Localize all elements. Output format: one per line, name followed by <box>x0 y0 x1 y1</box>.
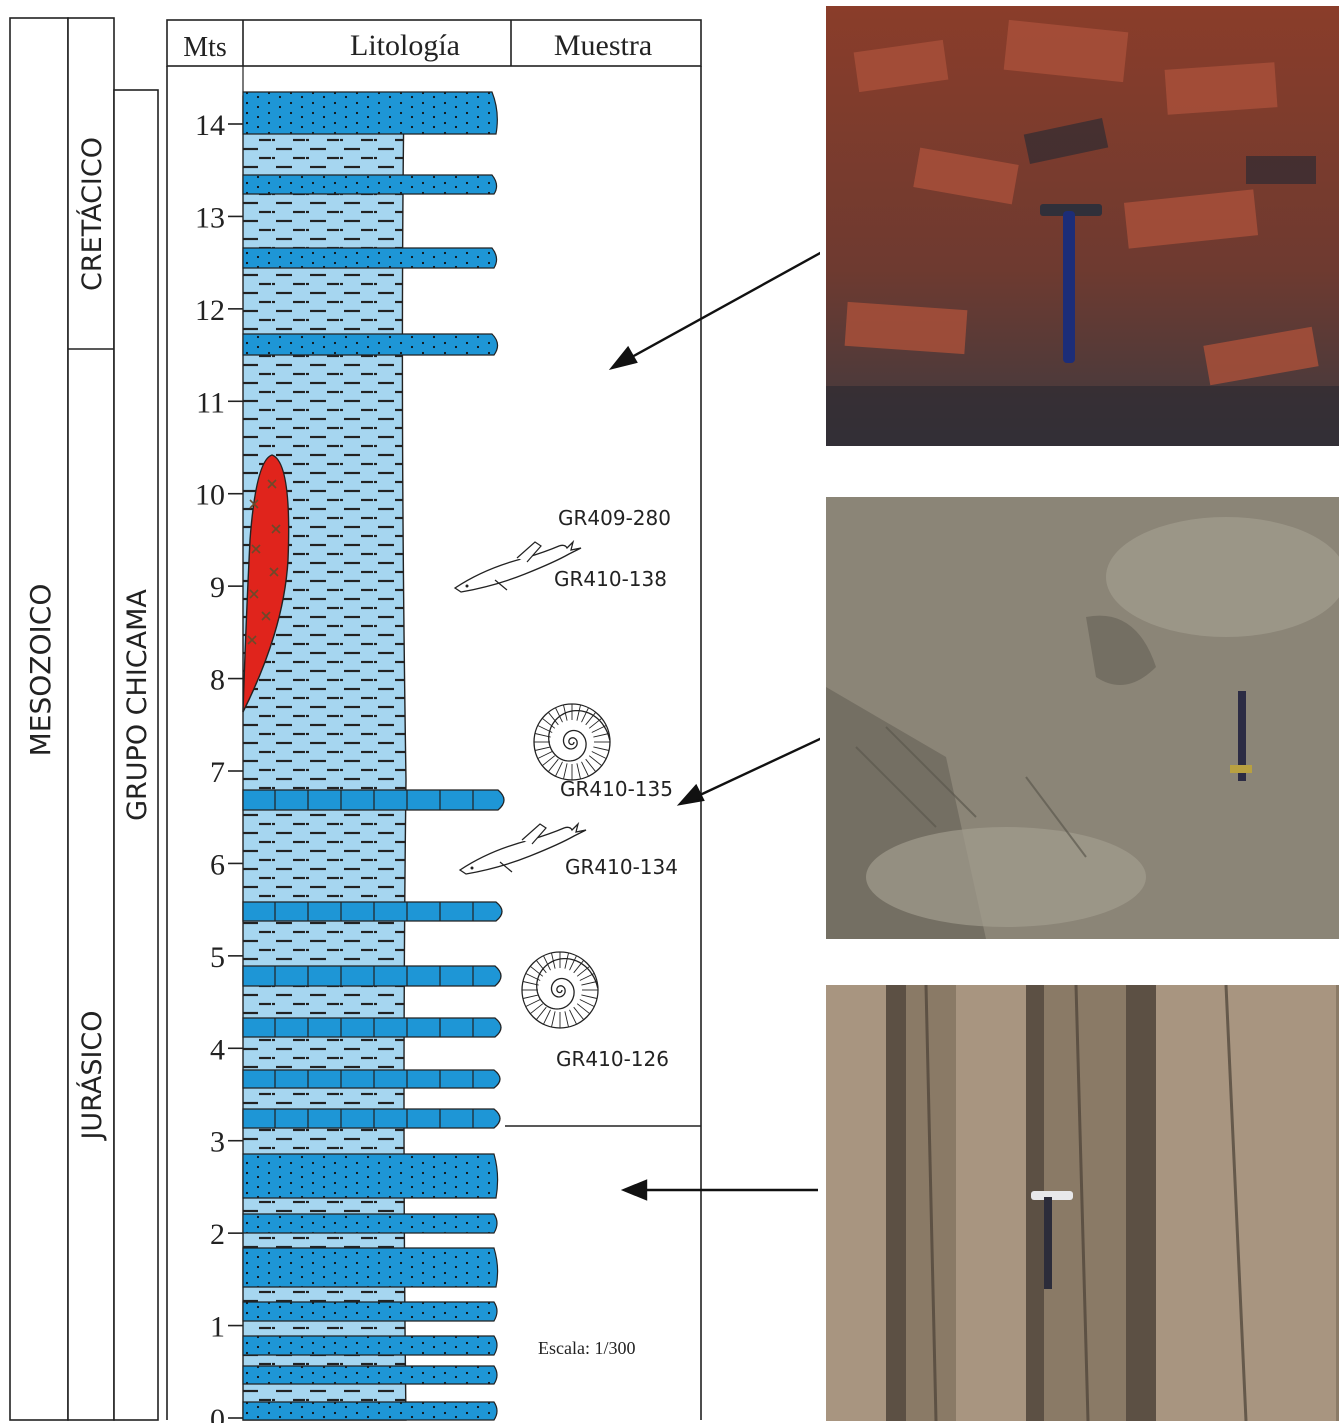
depth-tick-label: 6 <box>210 848 225 881</box>
sample-label: GR410-134 <box>565 855 678 879</box>
ammonite-fossil-icon <box>533 703 611 781</box>
sandstone-beds <box>242 91 499 1421</box>
outcrop-photo-top <box>826 6 1339 446</box>
column-frame <box>166 66 702 1420</box>
sandstone-bed <box>242 1335 498 1356</box>
depth-tick-label: 12 <box>195 294 225 327</box>
header-lithology: Litología <box>350 29 460 62</box>
depth-tick-label: 8 <box>210 664 225 697</box>
sample-label: GR410-126 <box>556 1047 669 1071</box>
sandstone-bed <box>242 1247 499 1288</box>
group-column: GRUPO CHICAMA <box>113 89 159 1421</box>
depth-tick-label: 3 <box>210 1126 225 1159</box>
period-label-cretaceous: CRETÁCICO <box>76 137 108 291</box>
outcrop-photo-bottom <box>826 985 1339 1421</box>
period-column: CRETÁCICO JURÁSICO <box>67 17 115 1421</box>
scale-label: Escala: 1/300 <box>538 1338 635 1358</box>
igneous-intrusion <box>242 454 290 713</box>
sandstone-bed <box>242 1401 498 1421</box>
depth-tick-label: 10 <box>195 479 225 512</box>
header-depth: Mts <box>183 32 227 63</box>
table-header: Mts Litología Muestra <box>166 19 702 67</box>
sample-label: GR410-135 <box>560 777 673 801</box>
sandstone-bed <box>242 247 498 269</box>
depth-tick-label: 14 <box>195 109 225 142</box>
depth-tick-label: 13 <box>195 201 225 234</box>
sandstone-bed <box>242 333 499 356</box>
sandstone-bed <box>242 91 498 135</box>
sandstone-bed <box>242 1301 498 1322</box>
era-label: MESOZOICO <box>24 584 57 757</box>
limestone-bed <box>242 1069 501 1089</box>
depth-tick-label: 9 <box>210 571 225 604</box>
era-column: MESOZOICO <box>9 17 69 1421</box>
sandstone-bed <box>242 1153 499 1199</box>
depth-tick-label: 7 <box>210 756 225 789</box>
limestone-bed <box>242 965 502 987</box>
sample-label: GR409-280 <box>558 506 671 530</box>
fish-fossil-icon <box>458 821 587 875</box>
limestone-beds <box>242 789 505 1129</box>
header-sample: Muestra <box>554 29 652 62</box>
sandstone-bed <box>242 174 498 195</box>
depth-tick-label: 2 <box>210 1218 225 1251</box>
ammonite-fossil-icon <box>521 951 599 1029</box>
period-label-jurassic: JURÁSICO <box>76 1010 108 1141</box>
limestone-bed <box>242 901 503 922</box>
hammer-icon <box>1040 204 1102 363</box>
sample-label: GR410-138 <box>554 567 667 591</box>
group-label: GRUPO CHICAMA <box>122 589 153 821</box>
limestone-bed <box>242 789 505 811</box>
sandstone-bed <box>242 1213 498 1234</box>
fish-fossil-icon <box>453 539 582 593</box>
hammer-icon <box>1230 691 1252 781</box>
depth-tick-label: 4 <box>210 1033 225 1066</box>
limestone-bed <box>242 1108 501 1129</box>
depth-tick-label: 11 <box>196 386 225 419</box>
photo-arrows <box>608 251 820 1201</box>
depth-tick-label: 1 <box>210 1311 225 1344</box>
outcrop-photo-middle <box>826 497 1339 939</box>
limestone-bed <box>242 1017 502 1038</box>
depth-tick-label: 5 <box>210 941 225 974</box>
hammer-icon <box>1031 1191 1073 1289</box>
depth-tick-label: 0 <box>210 1403 225 1423</box>
sandstone-bed <box>242 1365 498 1385</box>
